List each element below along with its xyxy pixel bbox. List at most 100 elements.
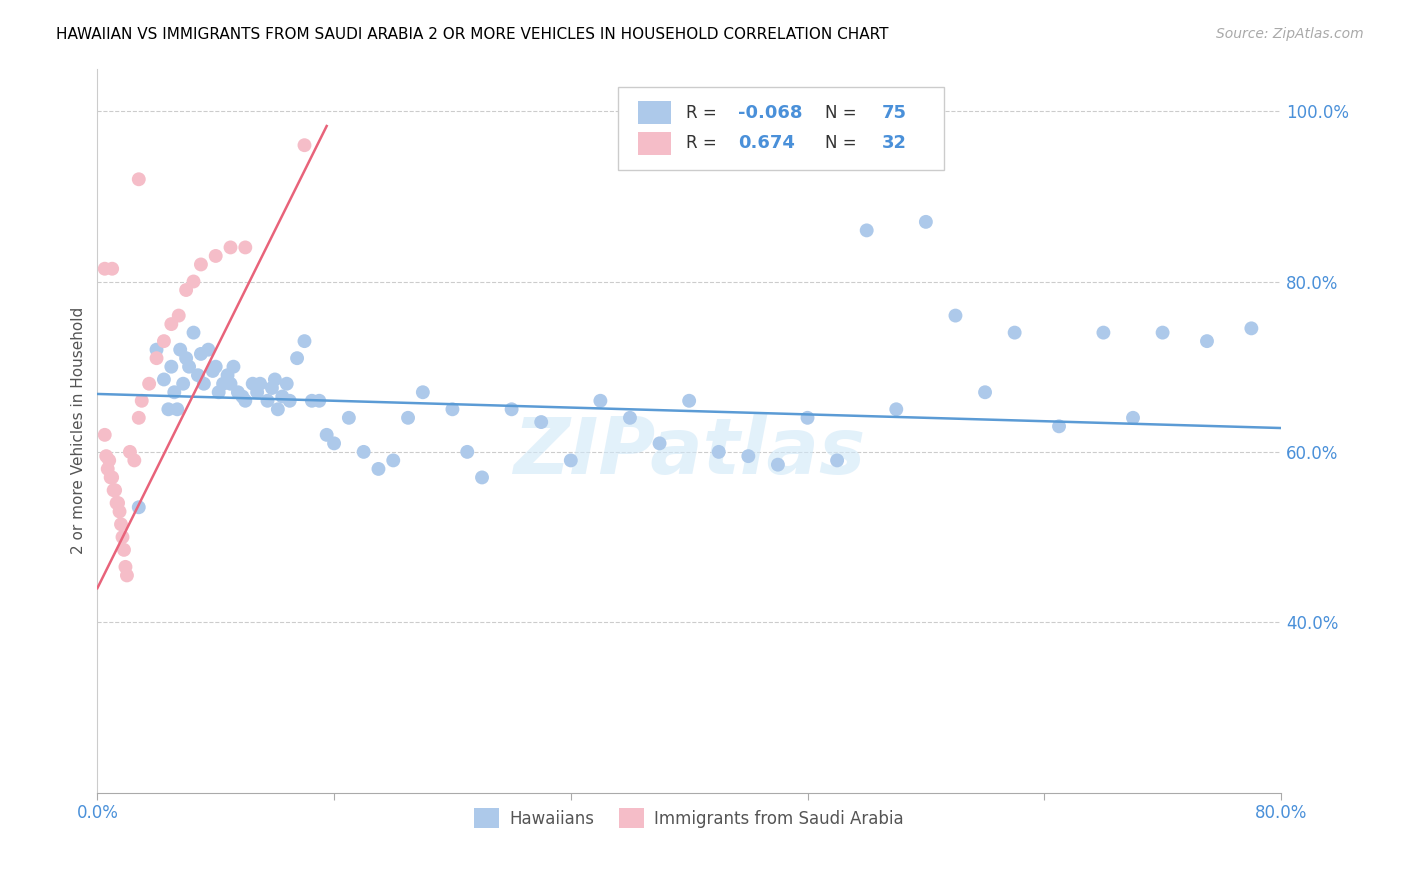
Point	[163, 385, 186, 400]
Point	[103, 483, 125, 498]
Point	[222, 359, 245, 374]
Point	[1092, 326, 1115, 340]
Legend: Hawaiians, Immigrants from Saudi Arabia: Hawaiians, Immigrants from Saudi Arabia	[468, 801, 911, 835]
Point	[212, 376, 235, 391]
Point	[112, 542, 135, 557]
FancyBboxPatch shape	[638, 101, 672, 124]
Point	[441, 402, 464, 417]
Y-axis label: 2 or more Vehicles in Household: 2 or more Vehicles in Household	[72, 307, 86, 554]
Point	[108, 504, 131, 518]
Point	[501, 402, 523, 417]
Point	[1152, 326, 1174, 340]
Point	[94, 427, 117, 442]
Point	[208, 385, 231, 400]
Point	[138, 376, 160, 391]
Text: N =: N =	[825, 134, 862, 153]
Point	[915, 215, 938, 229]
Point	[271, 390, 294, 404]
Point	[412, 385, 434, 400]
Point	[166, 402, 188, 417]
Point	[249, 376, 271, 391]
Point	[233, 240, 256, 254]
Point	[367, 462, 389, 476]
Point	[104, 483, 127, 498]
Point	[153, 334, 176, 348]
Point	[167, 309, 190, 323]
Point	[187, 368, 209, 383]
Point	[256, 393, 278, 408]
Point	[193, 376, 215, 391]
Point	[101, 470, 124, 484]
Point	[101, 261, 124, 276]
Text: R =: R =	[686, 134, 727, 153]
Point	[308, 393, 330, 408]
Point	[294, 138, 316, 153]
Point	[157, 402, 180, 417]
Point	[246, 385, 269, 400]
Point	[231, 390, 253, 404]
Point	[260, 381, 283, 395]
Point	[242, 376, 264, 391]
Point	[197, 343, 219, 357]
Point	[1004, 326, 1026, 340]
Point	[204, 249, 226, 263]
Point	[456, 445, 478, 459]
Point	[172, 376, 194, 391]
Point	[174, 351, 197, 366]
Point	[560, 453, 582, 467]
Text: 32: 32	[882, 134, 907, 153]
Point	[111, 530, 134, 544]
Point	[315, 427, 337, 442]
Point	[124, 453, 146, 467]
Point	[766, 458, 789, 472]
Point	[217, 368, 239, 383]
Point	[945, 309, 967, 323]
Point	[294, 334, 316, 348]
Point	[796, 410, 818, 425]
Point	[323, 436, 346, 450]
Point	[174, 283, 197, 297]
Point	[619, 410, 641, 425]
Point	[183, 275, 205, 289]
Point	[105, 496, 128, 510]
Point	[160, 317, 183, 331]
Point	[98, 453, 121, 467]
Point	[337, 410, 360, 425]
Point	[219, 240, 242, 254]
Point	[278, 393, 301, 408]
Point	[396, 410, 419, 425]
Point	[169, 343, 191, 357]
Point	[737, 449, 759, 463]
Point	[1047, 419, 1070, 434]
Point	[276, 376, 298, 391]
Point	[131, 393, 153, 408]
Point	[226, 385, 249, 400]
Text: N =: N =	[825, 103, 862, 121]
Text: 0.674: 0.674	[738, 134, 794, 153]
Point	[190, 257, 212, 271]
Text: R =: R =	[686, 103, 721, 121]
Point	[128, 172, 150, 186]
Point	[204, 359, 226, 374]
Point	[264, 372, 287, 386]
Point	[1240, 321, 1263, 335]
FancyBboxPatch shape	[638, 131, 672, 154]
Point	[855, 223, 877, 237]
Text: ZIPatlas: ZIPatlas	[513, 414, 865, 491]
Point	[353, 445, 375, 459]
Text: Source: ZipAtlas.com: Source: ZipAtlas.com	[1216, 27, 1364, 41]
Point	[100, 470, 122, 484]
Point	[177, 359, 200, 374]
Point	[97, 462, 120, 476]
Point	[530, 415, 553, 429]
Text: HAWAIIAN VS IMMIGRANTS FROM SAUDI ARABIA 2 OR MORE VEHICLES IN HOUSEHOLD CORRELA: HAWAIIAN VS IMMIGRANTS FROM SAUDI ARABIA…	[56, 27, 889, 42]
Point	[190, 347, 212, 361]
Point	[183, 326, 205, 340]
Point	[1122, 410, 1144, 425]
Point	[110, 517, 132, 532]
Point	[471, 470, 494, 484]
Point	[153, 372, 176, 386]
Point	[678, 393, 700, 408]
Point	[825, 453, 848, 467]
Text: 75: 75	[882, 103, 907, 121]
